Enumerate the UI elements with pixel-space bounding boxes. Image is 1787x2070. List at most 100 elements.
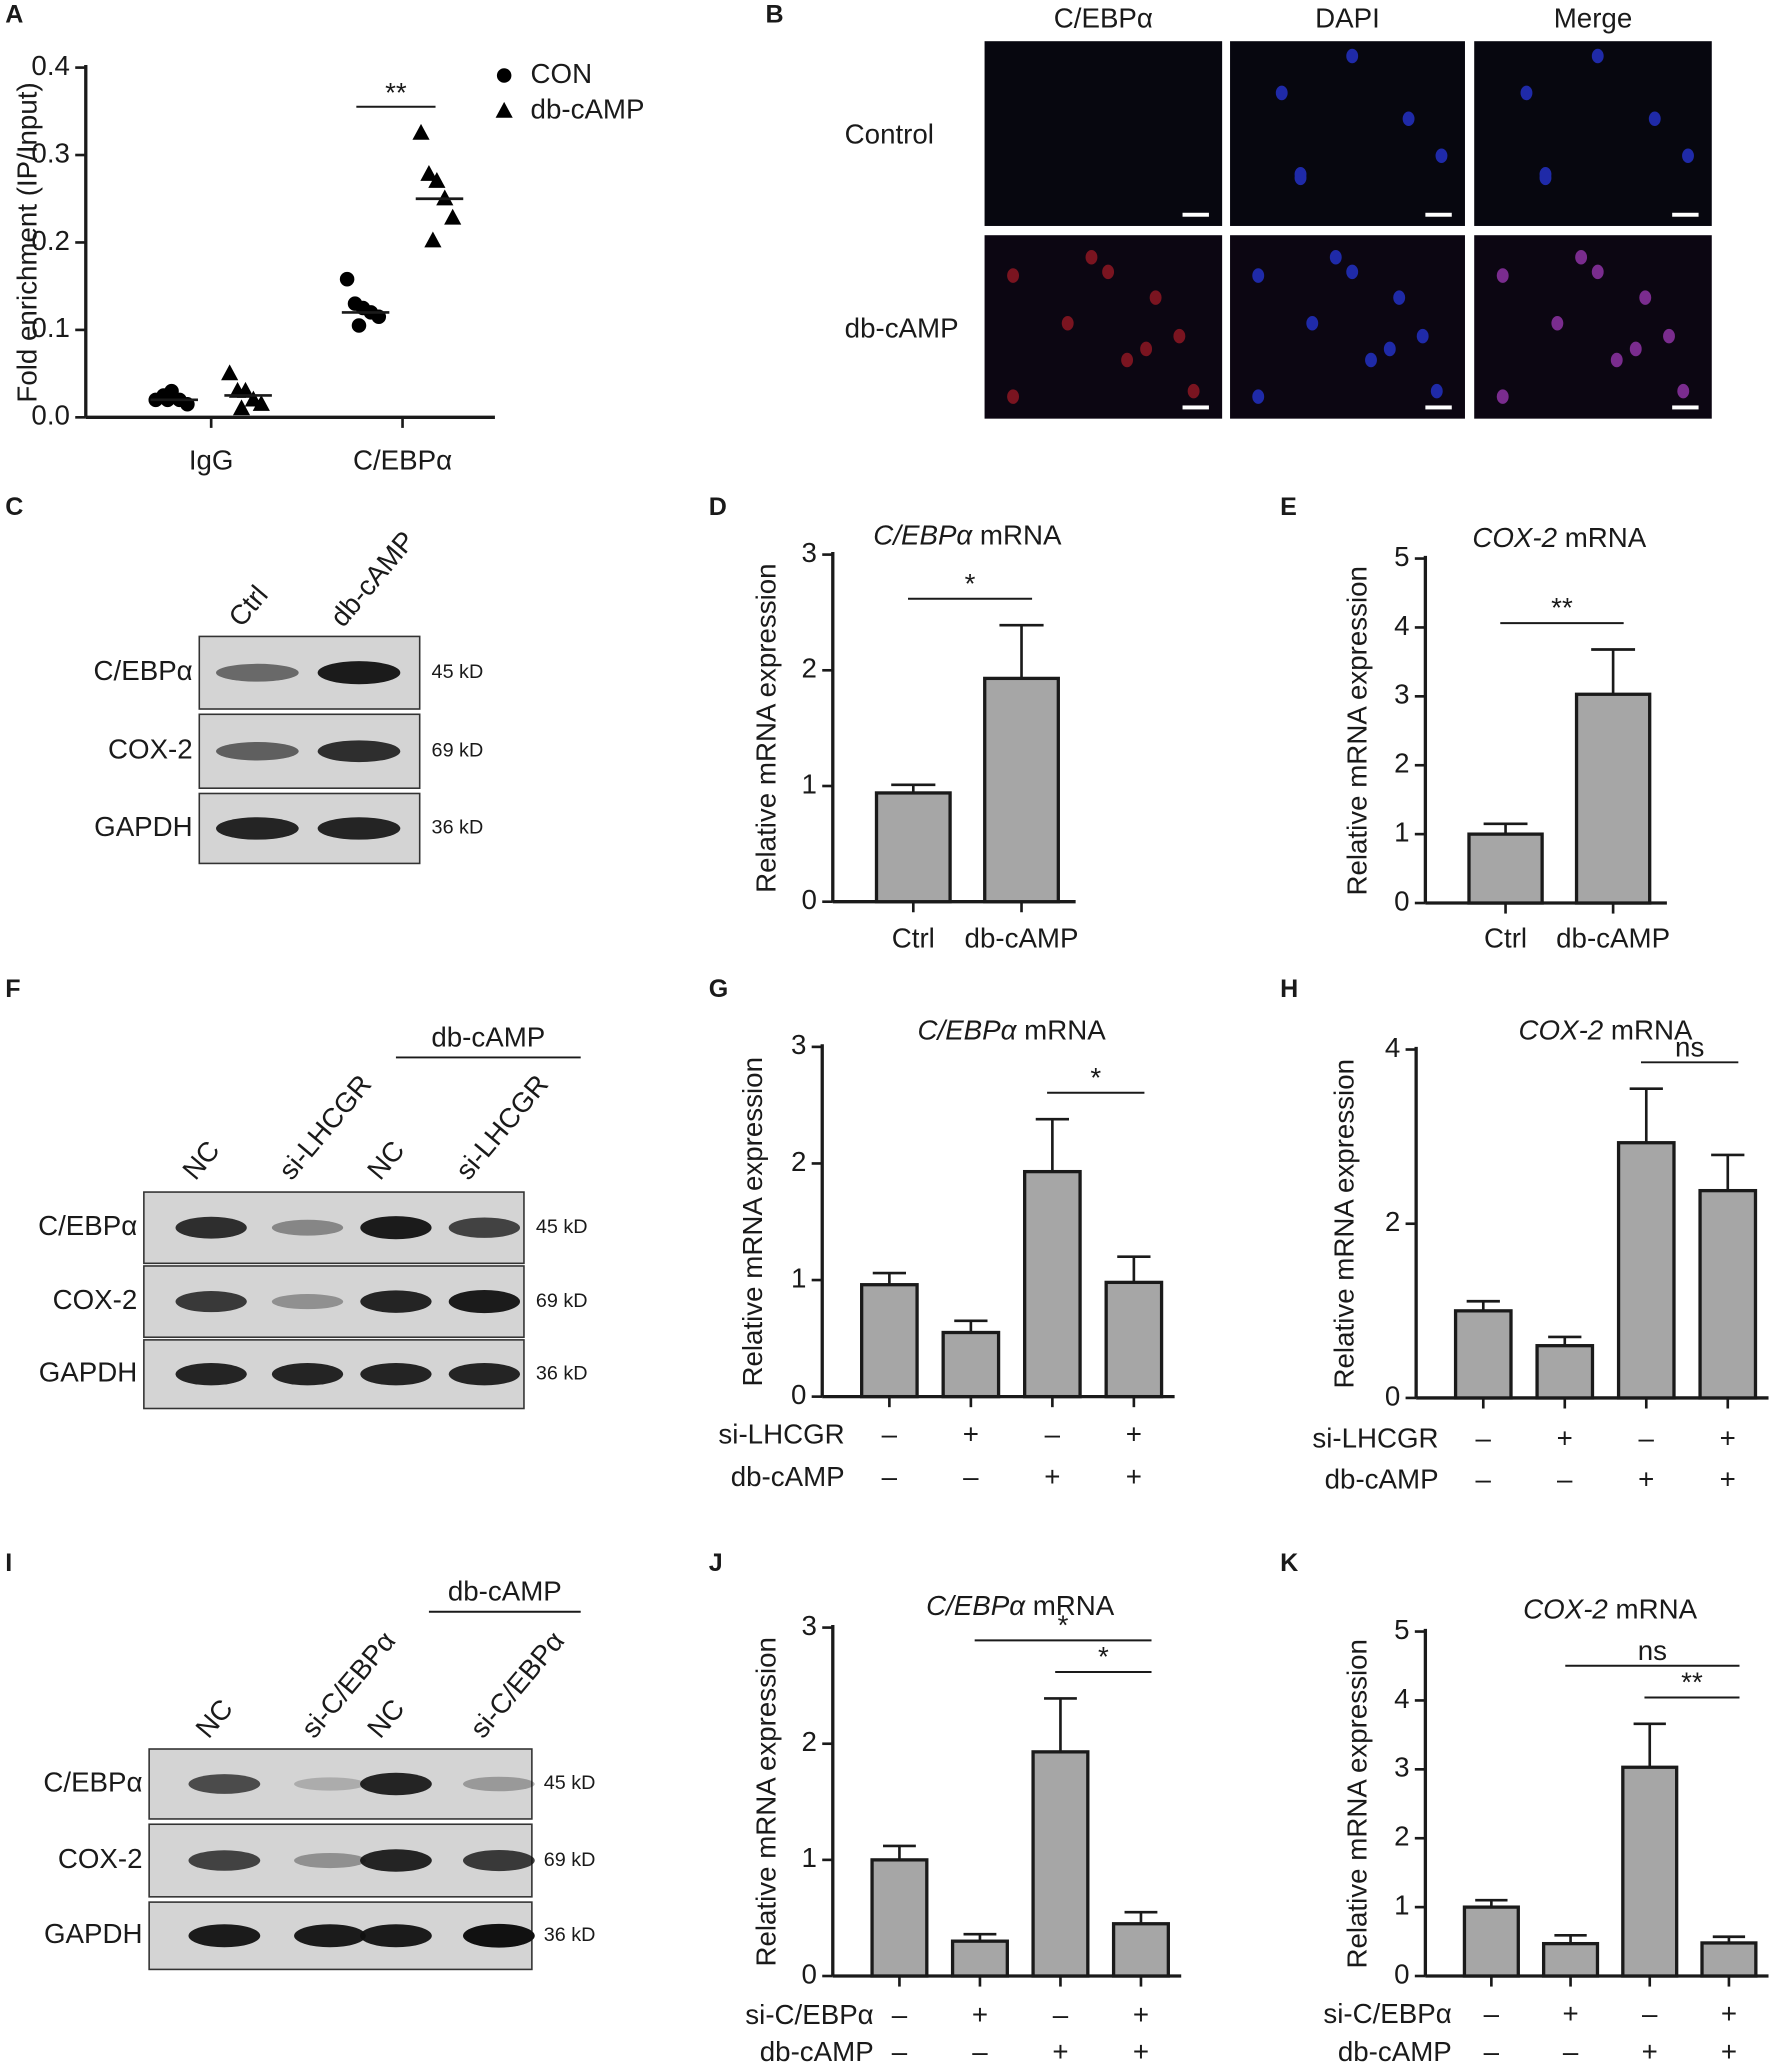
data-point [428,172,446,188]
nucleus [1007,268,1020,283]
panel-letter: F [5,975,20,1003]
band-size: 45 kD [536,1216,588,1238]
band [271,1219,344,1236]
bar [1535,1344,1595,1400]
y-tick-label: 0.2 [31,225,70,256]
title-suffix: mRNA [1565,522,1647,553]
band [360,1924,432,1948]
band [360,1362,432,1386]
title-gene: C/EBPα [918,1015,1018,1046]
y-tick-label: 2 [1394,1821,1409,1852]
title-suffix: mRNA [1024,1015,1106,1046]
y-tick-label: 0 [802,884,817,915]
band [360,1290,432,1313]
title-gene: COX-2 [1519,1015,1604,1046]
band [317,661,401,685]
condition-mark: – [1484,2036,1500,2067]
y-tick-label: 1 [802,768,817,799]
data-point [424,231,442,248]
band [294,1852,366,1869]
bar [1462,1905,1520,1978]
panel-letter: C [5,493,23,521]
nucleus [1648,111,1661,127]
condition-mark: + [972,1999,988,2030]
nucleus [1061,316,1074,331]
title-suffix: mRNA [1611,1015,1693,1046]
panel-letter: D [709,493,727,521]
scale-bar [1182,405,1209,410]
y-tick-label: 1 [802,1842,817,1873]
x-tick-label: db-cAMP [965,922,1079,953]
panel-letter: J [709,1549,723,1577]
nucleus [1520,85,1533,101]
significance-label: ns [1638,1635,1667,1666]
condition-mark: + [1721,1998,1737,2029]
band [188,1924,261,1948]
y-tick-label: 3 [791,1029,806,1060]
y-tick-label: 2 [1394,748,1409,779]
condition-mark: + [1133,2036,1149,2067]
bar [941,1330,1001,1399]
nucleus [1430,383,1443,399]
band [175,1216,247,1239]
panel-letter: I [5,1549,12,1577]
legend-marker [495,101,513,118]
data-point [339,271,355,287]
panel-letter: G [709,975,728,1003]
condition-mark: – [1563,2036,1579,2067]
condition-mark: + [1721,2036,1737,2067]
title-suffix: mRNA [980,520,1062,551]
y-tick-label: 0.3 [31,137,70,168]
condition-name: si-LHCGR [1312,1422,1438,1453]
condition-mark: – [1484,1998,1500,2029]
nucleus [1393,290,1406,305]
title-suffix: mRNA [1616,1594,1698,1625]
y-tick-label: 0 [1385,1380,1400,1411]
data-point [412,123,430,140]
band [448,1362,520,1386]
condition-name: db-cAMP [760,2036,874,2067]
bar [1541,1941,1600,1978]
bar [1621,1765,1679,1978]
y-tick-label: 1 [1394,1889,1409,1920]
condition-mark: – [882,1461,898,1492]
bar [1700,1941,1758,1978]
bar [1023,1169,1082,1399]
condition-mark: + [1133,1999,1149,2030]
x-tick-label: Ctrl [1484,922,1527,953]
condition-mark: – [972,2036,988,2067]
condition-mark: + [1126,1419,1142,1450]
panel-letter: K [1280,1549,1298,1577]
y-axis-label: Relative mRNA expression [1342,566,1373,896]
y-tick-label: 0.4 [31,50,70,81]
nucleus [1085,249,1098,265]
nucleus [1346,48,1359,64]
nucleus [1591,48,1604,64]
band [448,1217,520,1238]
scale-bar [1672,405,1699,410]
x-tick-label: db-cAMP [1556,922,1670,953]
row-label: db-cAMP [845,313,959,344]
nucleus [1275,85,1288,101]
nucleus [1610,352,1623,368]
band-name: COX-2 [108,734,193,765]
band [317,740,401,763]
condition-name: si-LHCGR [718,1419,844,1450]
condition-mark: – [1642,1998,1658,2029]
band-name: GAPDH [44,1918,143,1949]
row-label: Control [845,119,934,150]
nucleus [1365,352,1377,368]
chart-title: COX-2 mRNA [1519,1015,1693,1046]
nucleus [1252,268,1265,283]
condition-name: si-C/EBPα [745,1999,873,2030]
band [188,1774,261,1794]
nucleus [1346,264,1359,280]
band-size: 69 kD [432,739,484,761]
data-point [236,381,255,398]
x-tick-label: IgG [189,445,234,476]
band [360,1849,432,1872]
condition-mark: + [1052,2036,1068,2067]
y-tick-label: 2 [802,653,817,684]
nucleus [1551,316,1564,331]
band [294,1777,366,1791]
